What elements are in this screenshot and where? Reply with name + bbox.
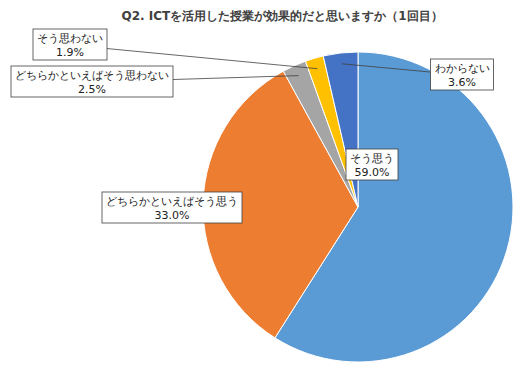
data-label: そう思う59.0% [346,149,398,180]
category-label: どちらかといえばそう思う [106,195,238,208]
label-box [11,66,173,97]
labels: そう思う59.0% どちらかといえばそう思う33.0% どちらかといえばそう思わない… [11,29,494,223]
data-label: どちらかといえばそう思わない2.5% [11,66,173,97]
category-label: どちらかといえばそう思わない [15,69,169,82]
value-label: 3.6% [448,76,476,89]
data-label: どちらかといえばそう思う33.0% [102,192,242,223]
chart: Q2. ICTを活用した授業が効果的だと思いますか（1回目） そう思う59.0% ど… [0,0,522,369]
data-label: わからない3.6% [431,59,494,90]
value-label: 33.0% [155,209,190,222]
value-label: 1.9% [56,46,84,59]
label-box [346,149,398,180]
value-label: 59.0% [355,166,390,179]
slice [323,52,358,207]
title: Q2. ICTを活用した授業が効果的だと思いますか（1回目） [121,9,442,23]
data-label: そう思わない1.9% [33,29,107,60]
label-box [33,29,107,60]
label-box [102,192,242,223]
category-label: わからない [435,62,490,75]
category-label: そう思う [350,152,394,165]
pie [203,52,513,362]
category-label: そう思わない [37,32,103,45]
value-label: 2.5% [78,83,106,96]
label-box [431,59,494,90]
